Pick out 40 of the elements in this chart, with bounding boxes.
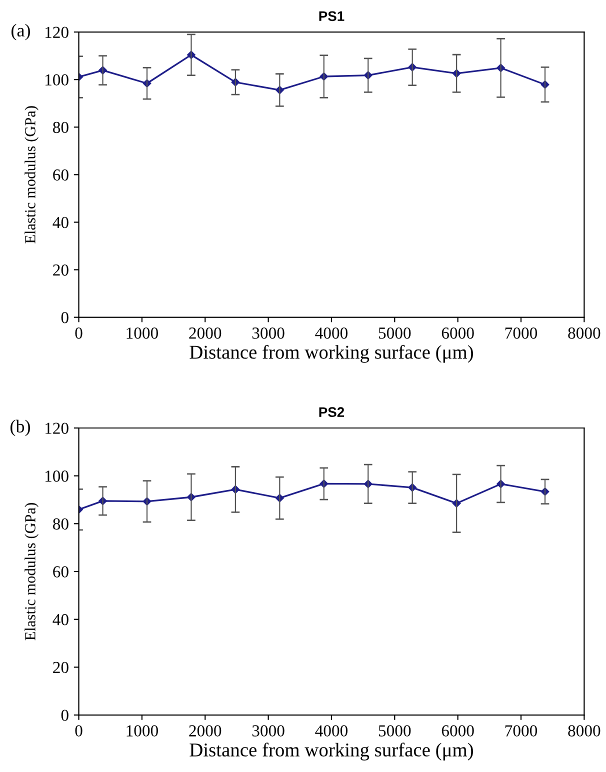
y-tick-label: 100: [46, 470, 68, 482]
x-tick-label: 8000: [568, 725, 600, 736]
text: (a): [12, 24, 30, 40]
y-tick-label: 20: [53, 662, 68, 674]
y-tick-label: 40: [52, 614, 68, 626]
chart-title: PS1: [319, 11, 344, 22]
x-tick-label: 7000: [505, 327, 538, 339]
x-tick-label: 8000: [568, 327, 600, 339]
x-axis-title: Distance from working surface (μm): [190, 742, 473, 761]
y-tick-label: 120: [46, 422, 68, 434]
y-tick-label: 40: [52, 216, 68, 228]
y-tick-label: 100: [46, 74, 68, 86]
y-tick-label: 0: [61, 710, 68, 721]
x-tick-label: 6000: [442, 725, 474, 736]
y-tick-label: 80: [53, 518, 68, 530]
y-tick-label: 120: [46, 26, 68, 38]
y-tick-label: 0: [61, 312, 68, 324]
x-tick-label: 6000: [442, 327, 474, 339]
x-tick-label: 4000: [315, 327, 348, 339]
x-tick-label: 5000: [378, 327, 411, 339]
x-tick-label: 2000: [189, 725, 222, 736]
x-axis-title: Distance from working surface (μm): [190, 344, 473, 363]
y-axis-title: Elastic modulus (GPa): [24, 106, 38, 244]
y-tick-label: 60: [53, 566, 68, 578]
y-tick-label: 60: [53, 169, 68, 181]
y-axis-title: Elastic modulus (GPa): [24, 503, 38, 640]
y-tick-label: 80: [53, 122, 68, 134]
x-tick-label: 3000: [252, 725, 284, 736]
x-tick-label: 3000: [252, 327, 284, 339]
x-tick-label: 7000: [505, 725, 538, 736]
x-tick-label: 5000: [378, 725, 411, 736]
x-tick-label: 1000: [126, 725, 158, 736]
x-tick-label: 0: [75, 725, 82, 736]
x-tick-label: 2000: [189, 327, 222, 339]
chart-title: PS2: [319, 407, 344, 418]
x-tick-label: 4000: [315, 725, 348, 736]
x-tick-label: 1000: [126, 327, 158, 339]
text: (b): [10, 420, 30, 436]
y-tick-label: 20: [53, 264, 68, 276]
x-tick-label: 0: [75, 327, 82, 339]
